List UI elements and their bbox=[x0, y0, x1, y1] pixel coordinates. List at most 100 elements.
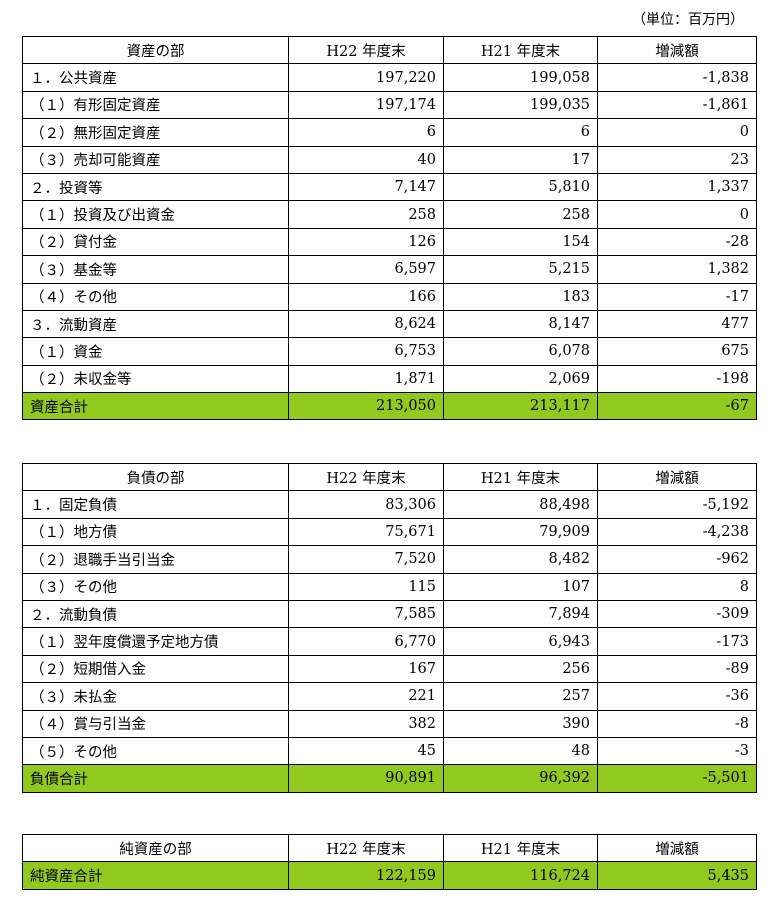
row-label: １．公共資産 bbox=[22, 63, 289, 92]
table-row: （１）翌年度償還予定地方債 6,770 6,943 -173 bbox=[22, 627, 757, 656]
total-h21: 213,117 bbox=[443, 392, 598, 421]
liabilities-header-item: 負債の部 bbox=[22, 462, 289, 492]
assets-header-diff: 増減額 bbox=[597, 35, 757, 65]
value-diff: -173 bbox=[597, 627, 757, 656]
value-diff: -1,861 bbox=[597, 90, 757, 120]
value-h22: 221 bbox=[288, 682, 444, 711]
total-diff: 5,435 bbox=[597, 861, 757, 890]
table-row: （２）未収金等 1,871 2,069 -198 bbox=[22, 364, 757, 394]
value-h22: 167 bbox=[288, 654, 444, 684]
liabilities-header-diff: 増減額 bbox=[597, 462, 757, 492]
value-diff: 23 bbox=[597, 145, 757, 174]
total-diff: -67 bbox=[597, 392, 757, 421]
row-label: （３）基金等 bbox=[22, 255, 289, 284]
total-row: 純資産合計 122,159 116,724 5,435 bbox=[22, 861, 757, 890]
assets-table: 資産の部 H22 年度末 H21 年度末 増減額 １．公共資産 197,220 19… bbox=[22, 35, 757, 421]
table-row: （２）貸付金 126 154 -28 bbox=[22, 227, 757, 257]
table-row: （２）短期借入金 167 256 -89 bbox=[22, 654, 757, 684]
value-h21: 258 bbox=[443, 200, 598, 229]
row-label: ２．投資等 bbox=[22, 172, 289, 202]
total-diff: -5,501 bbox=[597, 764, 757, 793]
value-diff: 1,382 bbox=[597, 255, 757, 284]
table-row: １．公共資産 197,220 199,058 -1,838 bbox=[22, 63, 757, 92]
liabilities-header-h22: H22 年度末 bbox=[288, 462, 444, 492]
value-h21: 154 bbox=[443, 227, 598, 257]
row-label: （１）投資及び出資金 bbox=[22, 200, 289, 229]
value-h21: 107 bbox=[443, 572, 598, 601]
liabilities-header-row: 負債の部 H22 年度末 H21 年度末 増減額 bbox=[22, 462, 757, 492]
value-diff: -198 bbox=[597, 364, 757, 394]
net-assets-header-diff: 増減額 bbox=[597, 833, 757, 863]
row-label: （３）その他 bbox=[22, 572, 289, 601]
value-h21: 48 bbox=[443, 736, 598, 766]
net-assets-header-h22: H22 年度末 bbox=[288, 833, 444, 863]
value-h22: 45 bbox=[288, 736, 444, 766]
total-h22: 213,050 bbox=[288, 392, 444, 421]
table-row: （１）地方債 75,671 79,909 -4,238 bbox=[22, 517, 757, 547]
value-diff: 0 bbox=[597, 118, 757, 147]
table-row: ３．流動資産 8,624 8,147 477 bbox=[22, 309, 757, 339]
table-row: （２）無形固定資産 6 6 0 bbox=[22, 118, 757, 147]
value-h21: 79,909 bbox=[443, 517, 598, 547]
total-label: 純資産合計 bbox=[22, 861, 289, 890]
value-h22: 197,220 bbox=[288, 63, 444, 92]
row-label: （３）売却可能資産 bbox=[22, 145, 289, 174]
value-h22: 382 bbox=[288, 709, 444, 738]
table-row: （１）投資及び出資金 258 258 0 bbox=[22, 200, 757, 229]
value-h22: 8,624 bbox=[288, 309, 444, 339]
value-h21: 257 bbox=[443, 682, 598, 711]
value-h21: 6,078 bbox=[443, 337, 598, 366]
row-label: （１）翌年度償還予定地方債 bbox=[22, 627, 289, 656]
value-diff: -4,238 bbox=[597, 517, 757, 547]
table-row: （３）基金等 6,597 5,215 1,382 bbox=[22, 255, 757, 284]
value-diff: 1,337 bbox=[597, 172, 757, 202]
table-row: （４）賞与引当金 382 390 -8 bbox=[22, 709, 757, 738]
row-label: （５）その他 bbox=[22, 736, 289, 766]
value-diff: 675 bbox=[597, 337, 757, 366]
value-h21: 17 bbox=[443, 145, 598, 174]
value-diff: 8 bbox=[597, 572, 757, 601]
table-row: １．固定負債 83,306 88,498 -5,192 bbox=[22, 490, 757, 519]
value-diff: -17 bbox=[597, 282, 757, 311]
value-diff: -3 bbox=[597, 736, 757, 766]
row-label: ３．流動資産 bbox=[22, 309, 289, 339]
table-row: （１）有形固定資産 197,174 199,035 -1,861 bbox=[22, 90, 757, 120]
value-h21: 7,894 bbox=[443, 599, 598, 629]
value-h22: 6 bbox=[288, 118, 444, 147]
row-label: （３）未払金 bbox=[22, 682, 289, 711]
value-h21: 88,498 bbox=[443, 490, 598, 519]
value-h22: 6,597 bbox=[288, 255, 444, 284]
unit-note: （単位：百万円） bbox=[632, 12, 744, 28]
assets-header-row: 資産の部 H22 年度末 H21 年度末 増減額 bbox=[22, 35, 757, 65]
value-h22: 7,520 bbox=[288, 545, 444, 574]
table-row: （１）資金 6,753 6,078 675 bbox=[22, 337, 757, 366]
table-row: ２．投資等 7,147 5,810 1,337 bbox=[22, 172, 757, 202]
value-h22: 115 bbox=[288, 572, 444, 601]
value-diff: -5,192 bbox=[597, 490, 757, 519]
row-label: （４）その他 bbox=[22, 282, 289, 311]
row-label: （１）地方債 bbox=[22, 517, 289, 547]
total-label: 負債合計 bbox=[22, 764, 289, 793]
total-label: 資産合計 bbox=[22, 392, 289, 421]
net-assets-header-item: 純資産の部 bbox=[22, 833, 289, 863]
value-h22: 83,306 bbox=[288, 490, 444, 519]
table-row: （４）その他 166 183 -17 bbox=[22, 282, 757, 311]
row-label: ２．流動負債 bbox=[22, 599, 289, 629]
value-diff: -1,838 bbox=[597, 63, 757, 92]
table-row: （３）その他 115 107 8 bbox=[22, 572, 757, 601]
row-label: （２）無形固定資産 bbox=[22, 118, 289, 147]
table-row: ２．流動負債 7,585 7,894 -309 bbox=[22, 599, 757, 629]
value-h22: 166 bbox=[288, 282, 444, 311]
value-h22: 7,585 bbox=[288, 599, 444, 629]
row-label: （１）資金 bbox=[22, 337, 289, 366]
total-h22: 90,891 bbox=[288, 764, 444, 793]
table-row: （３）未払金 221 257 -36 bbox=[22, 682, 757, 711]
value-diff: -8 bbox=[597, 709, 757, 738]
liabilities-table: 負債の部 H22 年度末 H21 年度末 増減額 １．固定負債 83,306 88,… bbox=[22, 462, 757, 793]
value-h22: 75,671 bbox=[288, 517, 444, 547]
value-h21: 183 bbox=[443, 282, 598, 311]
value-diff: 477 bbox=[597, 309, 757, 339]
value-h21: 199,035 bbox=[443, 90, 598, 120]
value-h21: 6 bbox=[443, 118, 598, 147]
row-label: （２）貸付金 bbox=[22, 227, 289, 257]
